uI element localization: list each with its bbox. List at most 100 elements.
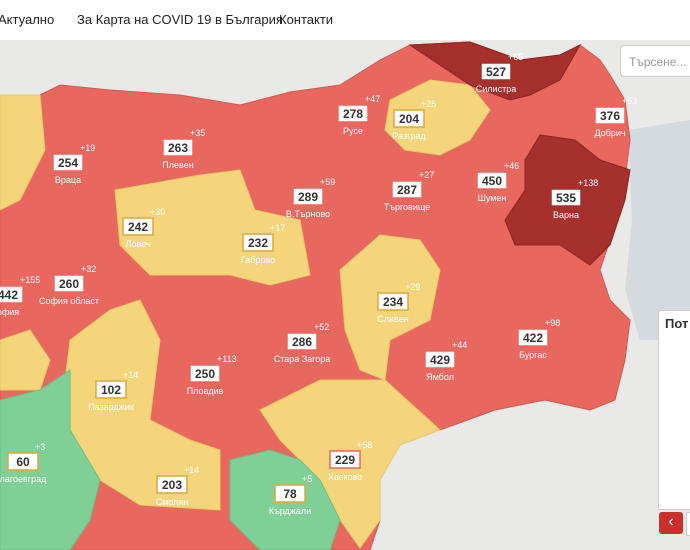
region-value-box: [480, 62, 512, 81]
region-value-box: [7, 452, 39, 471]
nav-link[interactable]: Контакти: [279, 12, 334, 27]
region-change: +113: [217, 354, 237, 364]
prev-button[interactable]: ‹: [659, 512, 683, 534]
region-change: +14: [123, 370, 138, 380]
region-change: +32: [81, 264, 96, 274]
search-input[interactable]: Търсене...: [620, 45, 690, 77]
region-change: +65: [508, 52, 523, 62]
region-value: 429: [430, 353, 450, 367]
map: 254+19 Враца 263+35 Плевен 278+47 Русе 204+25 Р…: [0, 40, 690, 550]
region-name: Бургас: [519, 350, 547, 360]
region-value: 203: [162, 478, 182, 492]
region-name: Сливен: [377, 314, 408, 324]
nav-link[interactable]: Актуално: [0, 12, 55, 27]
region-value: 422: [523, 331, 543, 345]
region-value: 242: [128, 220, 148, 234]
region-value-box: [377, 292, 409, 311]
region-change: +44: [452, 340, 467, 350]
region-value: 60: [16, 455, 30, 469]
region-change: +58: [357, 440, 372, 450]
region-name: Ловеч: [126, 239, 151, 249]
region-change: +98: [545, 318, 560, 328]
region-value: 450: [482, 174, 502, 188]
region-name: Шумен: [478, 193, 507, 203]
region-change: +138: [578, 178, 598, 188]
region-name: Габрово: [241, 255, 275, 265]
region-value-box: [122, 217, 154, 236]
region-value-box: [424, 350, 456, 369]
region-name: Кърджали: [269, 506, 311, 516]
region-value: 78: [283, 487, 297, 501]
region-value-box: [242, 233, 274, 252]
region-value: 234: [383, 295, 403, 309]
region-value-box: [286, 332, 318, 351]
region-name: Русе: [343, 126, 363, 136]
region-name: Пловдив: [187, 386, 224, 396]
region-name: Разград: [392, 131, 426, 141]
region-value: 263: [168, 141, 188, 155]
region-value-box: [292, 187, 324, 206]
region-name: Хасково: [328, 472, 362, 482]
region-value: 250: [195, 367, 215, 381]
region-value: 287: [397, 183, 417, 197]
region-value-box: [156, 475, 188, 494]
region-value: 229: [335, 453, 355, 467]
region-name: Плевен: [162, 160, 193, 170]
region-labels: 254+19 Враца 263+35 Плевен 278+47 Русе 204+25 Р…: [0, 52, 637, 516]
region-change: +5: [302, 474, 312, 484]
panel-title: Пот: [665, 316, 689, 331]
region-value: 260: [59, 277, 79, 291]
region-value-box: [162, 138, 194, 157]
region-name: офия: [0, 307, 19, 317]
region-value: 102: [101, 383, 121, 397]
region-name: лагоевград: [0, 474, 47, 484]
region-name: Ямбол: [426, 372, 454, 382]
region-value: 442: [0, 288, 18, 302]
nav-link[interactable]: За Карта на COVID 19 в България: [77, 12, 283, 27]
region-change: +53: [622, 96, 637, 106]
region-value: 278: [343, 107, 363, 121]
region-value-box: [476, 171, 508, 190]
region-value-box: [337, 104, 369, 123]
region-value: 204: [399, 112, 419, 126]
region-value: 232: [248, 236, 268, 250]
region-change: +155: [20, 275, 40, 285]
side-panel: Пот: [658, 310, 690, 510]
region-change: +17: [270, 223, 285, 233]
region-value: 286: [292, 335, 312, 349]
region-change: +19: [80, 143, 95, 153]
region-value-box: [329, 450, 361, 469]
region-change: +29: [405, 282, 420, 292]
region-value: 535: [556, 191, 576, 205]
region-change: +52: [314, 322, 329, 332]
region-change: +3: [35, 442, 45, 452]
region-name: Стара Загора: [274, 354, 331, 364]
region-value-box: [274, 484, 306, 503]
region-value-box: [0, 285, 24, 304]
next-button[interactable]: [686, 512, 690, 536]
region-name: Добрич: [594, 128, 625, 138]
region-name: Варна: [553, 210, 579, 220]
nav-bar: Актуално За Карта на COVID 19 в България…: [0, 0, 690, 40]
region-value: 376: [600, 109, 620, 123]
region-name: Смолян: [156, 497, 189, 507]
region-value-box: [393, 109, 425, 128]
region-value-box: [189, 364, 221, 383]
region-name: Пазарджик: [88, 402, 134, 412]
region-change: +47: [365, 94, 380, 104]
region-value-box: [550, 188, 582, 207]
region-name: Силистра: [476, 84, 516, 94]
region-change: +59: [320, 177, 335, 187]
region-value: 254: [58, 156, 78, 170]
sea: [625, 120, 690, 340]
region-change: +25: [421, 99, 436, 109]
region-change: +30: [150, 207, 165, 217]
region-change: +35: [190, 128, 205, 138]
region-name: Търговище: [384, 202, 430, 212]
region-name: Враца: [55, 175, 81, 185]
region-value-box: [391, 180, 423, 199]
region-value: 289: [298, 190, 318, 204]
region-change: +46: [504, 161, 519, 171]
region-name: София област: [39, 296, 99, 306]
